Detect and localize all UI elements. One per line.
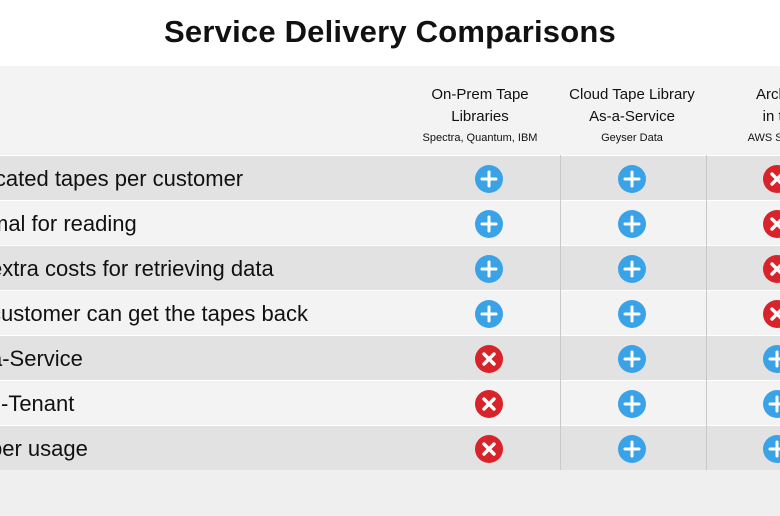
plus-circle-icon <box>475 255 503 283</box>
table-row: icated tapes per customer <box>0 155 780 200</box>
column-divider <box>706 155 707 470</box>
column-header-line1: Archive <box>755 86 780 103</box>
x-circle-icon <box>475 390 503 418</box>
column-header-archive: Archive in the AWS S3 Glac <box>706 84 780 148</box>
plus-circle-icon <box>475 300 503 328</box>
table-cell <box>617 164 647 194</box>
x-circle-icon <box>475 345 503 373</box>
table-cell <box>474 299 504 329</box>
table-cell <box>617 434 647 464</box>
table-cell <box>762 389 780 419</box>
table-cell <box>617 299 647 329</box>
row-label: icated tapes per customer <box>0 166 244 191</box>
x-circle-icon <box>763 255 780 283</box>
row-label: mal for reading <box>0 211 137 236</box>
plus-circle-icon <box>618 435 646 463</box>
column-header-line1: On-Prem Tape <box>431 86 529 103</box>
plus-circle-icon <box>618 300 646 328</box>
comparison-table: On-Prem Tape Libraries Spectra, Quantum,… <box>0 66 780 516</box>
column-header-subtitle: Geyser Data <box>601 132 663 144</box>
plus-circle-icon <box>763 345 780 373</box>
column-header-cloud-tape: Cloud Tape Library As-a-Service Geyser D… <box>560 84 704 148</box>
table-cell <box>762 164 780 194</box>
table-cell <box>474 254 504 284</box>
table-cell <box>474 164 504 194</box>
table-cell <box>617 344 647 374</box>
plus-circle-icon <box>475 210 503 238</box>
table-row: mal for reading <box>0 200 780 245</box>
table-cell <box>617 209 647 239</box>
table-cell <box>474 344 504 374</box>
plus-circle-icon <box>618 345 646 373</box>
column-header-line2: As-a-Service <box>589 108 675 125</box>
row-label: customer can get the tapes back <box>0 301 308 326</box>
x-circle-icon <box>763 210 780 238</box>
column-header-line1: Cloud Tape Library <box>569 86 695 103</box>
plus-circle-icon <box>763 390 780 418</box>
page-title: Service Delivery Comparisons <box>164 14 616 49</box>
x-circle-icon <box>763 300 780 328</box>
plus-circle-icon <box>618 255 646 283</box>
x-circle-icon <box>475 435 503 463</box>
column-header-subtitle: AWS S3 Glac <box>747 132 780 144</box>
table-row: extra costs for retrieving data <box>0 245 780 290</box>
plus-circle-icon <box>475 165 503 193</box>
column-divider <box>560 155 561 470</box>
plus-circle-icon <box>618 165 646 193</box>
column-header-on-prem: On-Prem Tape Libraries Spectra, Quantum,… <box>398 84 562 148</box>
row-label: per usage <box>0 436 88 461</box>
table-footer-strip <box>0 470 780 516</box>
column-header-subtitle: Spectra, Quantum, IBM <box>422 132 538 144</box>
table-cell <box>762 434 780 464</box>
row-label: ti-Tenant <box>0 391 75 416</box>
column-header-line2: Libraries <box>451 108 509 125</box>
table-row: a-Service <box>0 335 780 380</box>
table-cell <box>474 209 504 239</box>
table-body: icated tapes per customer mal for reading… <box>0 155 780 470</box>
row-label: extra costs for retrieving data <box>0 256 274 281</box>
row-label: a-Service <box>0 346 83 371</box>
table-cell <box>762 209 780 239</box>
table-row: customer can get the tapes back <box>0 290 780 335</box>
table-row: ti-Tenant <box>0 380 780 425</box>
table-cell <box>617 389 647 419</box>
table-cell <box>762 344 780 374</box>
table-cell <box>762 254 780 284</box>
table-cell <box>474 389 504 419</box>
x-circle-icon <box>763 165 780 193</box>
table-cell <box>617 254 647 284</box>
table-row: per usage <box>0 425 780 470</box>
column-header-line2: in the <box>762 108 780 125</box>
plus-circle-icon <box>618 390 646 418</box>
plus-circle-icon <box>618 210 646 238</box>
table-cell <box>474 434 504 464</box>
plus-circle-icon <box>763 435 780 463</box>
table-cell <box>762 299 780 329</box>
